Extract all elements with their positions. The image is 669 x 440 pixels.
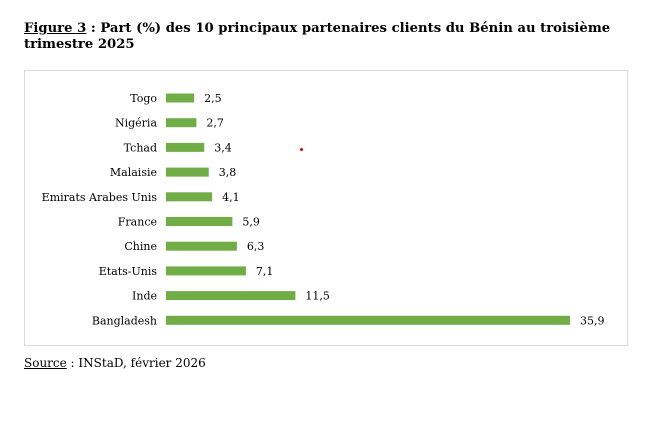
category-label: Togo bbox=[130, 92, 157, 105]
category-label: Tchad bbox=[124, 141, 157, 154]
category-label: Bangladesh bbox=[92, 314, 157, 327]
bar-bangladesh bbox=[166, 315, 570, 325]
figure-title: Figure 3 : Part (%) des 10 principaux pa… bbox=[24, 21, 644, 53]
category-label: Chine bbox=[124, 240, 157, 253]
bar-chart: Togo 2,5 Nigéria 2,7 Tchad 3,4 Malaisie 3,8 Emir… bbox=[42, 92, 605, 327]
bar-togo bbox=[166, 93, 195, 103]
source-label: Source bbox=[24, 356, 67, 370]
category-label: Nigéria bbox=[115, 117, 157, 130]
value-label: 6,3 bbox=[247, 240, 265, 253]
category-label: Inde bbox=[132, 290, 157, 303]
figure-title-text: Part (%) des 10 principaux partenaires c… bbox=[24, 21, 611, 52]
source-text: : INStaD, février 2026 bbox=[66, 356, 206, 370]
bar-malaisie bbox=[166, 167, 209, 177]
bar-etats-unis bbox=[166, 266, 246, 276]
figure-separator: : bbox=[86, 21, 101, 36]
value-label: 3,4 bbox=[214, 141, 232, 154]
value-label: 2,5 bbox=[204, 92, 222, 105]
red-dot-marker bbox=[300, 148, 303, 151]
value-label: 3,8 bbox=[219, 166, 237, 179]
value-label: 2,7 bbox=[206, 117, 224, 130]
value-label: 5,9 bbox=[242, 216, 260, 229]
value-label: 11,5 bbox=[305, 290, 330, 303]
category-label: Emirats Arabes Unis bbox=[42, 191, 158, 204]
bar-tchad bbox=[166, 142, 205, 152]
bar-emirats-arabes-unis bbox=[166, 192, 213, 202]
bar-chine bbox=[166, 241, 237, 251]
value-label: 35,9 bbox=[580, 314, 605, 327]
bar-france bbox=[166, 217, 233, 226]
category-label: Etats-Unis bbox=[99, 265, 158, 278]
category-label: France bbox=[118, 216, 157, 229]
category-label: Malaisie bbox=[110, 166, 157, 179]
bar-nig-ria bbox=[166, 118, 197, 128]
value-label: 4,1 bbox=[222, 191, 240, 204]
bar-inde bbox=[166, 291, 296, 301]
source-note: Source : INStaD, février 2026 bbox=[24, 356, 206, 370]
figure-label: Figure 3 bbox=[24, 21, 87, 36]
chart-frame: Togo 2,5 Nigéria 2,7 Tchad 3,4 Malaisie 3,8 Emir… bbox=[24, 70, 628, 346]
value-label: 7,1 bbox=[256, 265, 274, 278]
